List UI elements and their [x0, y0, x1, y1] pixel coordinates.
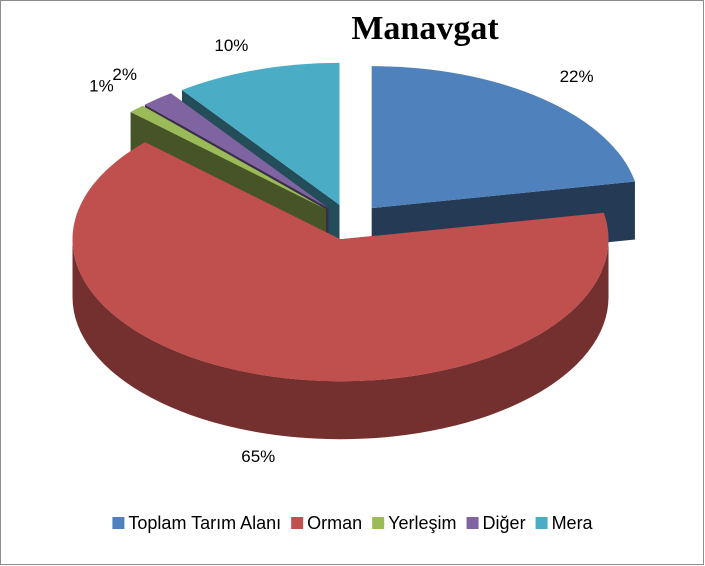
- data-label: 10%: [214, 36, 248, 55]
- slice: [371, 66, 635, 209]
- legend-swatch: [535, 517, 548, 529]
- legend-swatch: [291, 517, 304, 529]
- legend-swatch: [372, 517, 385, 529]
- legend: Toplam Tarım Alanı Orman Yerleşim Diğer Mera: [112, 513, 594, 533]
- slice-wall: [72, 239, 609, 440]
- data-label: 2%: [112, 65, 137, 84]
- data-label: 1%: [89, 76, 114, 95]
- pie: 22% 65% 1%2% 10%: [72, 36, 635, 466]
- legend-label: Diğer: [483, 513, 526, 533]
- slice: [144, 93, 329, 209]
- slice: [72, 142, 609, 382]
- legend-label: Toplam Tarım Alanı: [128, 513, 281, 533]
- data-label: 65%: [241, 447, 275, 466]
- data-label: 22%: [560, 67, 594, 86]
- chart-title: Manavgat: [351, 10, 499, 47]
- slice: [130, 105, 326, 210]
- legend-swatch: [112, 517, 125, 529]
- legend-label: Orman: [307, 513, 362, 533]
- legend-swatch: [466, 517, 479, 529]
- legend-label: Mera: [552, 513, 594, 533]
- legend-label: Yerleşim: [388, 513, 456, 533]
- slice: [181, 62, 340, 205]
